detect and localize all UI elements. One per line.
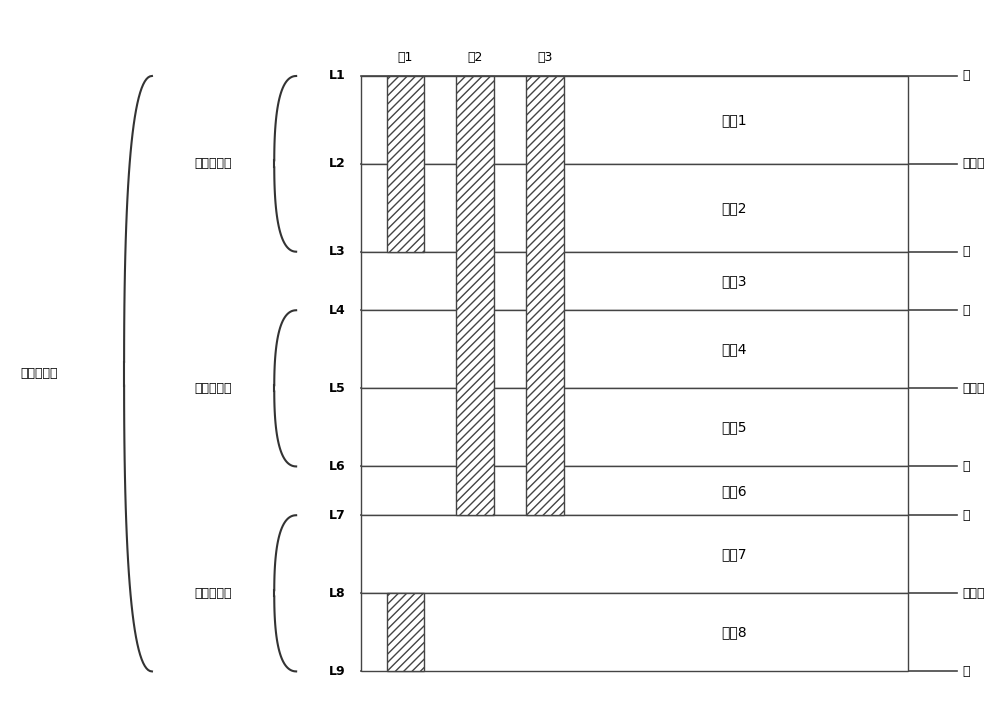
Bar	[387, 76, 424, 252]
Bar	[361, 466, 908, 515]
Text: 第一次压合: 第一次压合	[194, 587, 232, 600]
Bar	[361, 515, 908, 594]
Bar	[526, 76, 564, 515]
Bar	[361, 252, 908, 310]
Text: 儇2: 儇2	[467, 51, 483, 64]
Bar	[361, 164, 908, 252]
Text: 介质8: 介质8	[721, 625, 747, 639]
Text: L5: L5	[329, 382, 346, 395]
Bar	[361, 76, 908, 164]
Text: 射频层: 射频层	[962, 587, 985, 600]
Bar	[361, 388, 908, 466]
Text: L7: L7	[329, 509, 346, 522]
Text: 介质4: 介质4	[721, 342, 746, 356]
Text: 介质6: 介质6	[721, 484, 747, 498]
Text: 射频层: 射频层	[962, 382, 985, 395]
Text: L6: L6	[329, 460, 346, 473]
Bar	[361, 594, 908, 672]
Text: L2: L2	[329, 158, 346, 171]
Text: 地: 地	[962, 245, 970, 258]
Text: 介质5: 介质5	[721, 420, 746, 435]
Bar	[361, 310, 908, 388]
Text: 儇1: 儇1	[398, 51, 413, 64]
Text: 地: 地	[962, 509, 970, 522]
Text: 地: 地	[962, 665, 970, 678]
Bar	[387, 594, 424, 672]
Text: 第二次压合: 第二次压合	[20, 367, 57, 380]
Text: L3: L3	[329, 245, 346, 258]
Text: 介质1: 介质1	[721, 113, 747, 127]
Text: L4: L4	[329, 304, 346, 317]
Text: 第一次压合: 第一次压合	[194, 158, 232, 171]
Text: 介质7: 介质7	[721, 547, 746, 561]
Text: 儇3: 儇3	[537, 51, 552, 64]
Text: 第一次压合: 第一次压合	[194, 382, 232, 395]
Text: 射频层: 射频层	[962, 158, 985, 171]
Text: 介质3: 介质3	[721, 274, 746, 288]
Text: 地: 地	[962, 69, 970, 82]
Bar	[456, 76, 494, 515]
Text: 介质2: 介质2	[721, 201, 746, 215]
Text: L9: L9	[329, 665, 346, 678]
Text: 地: 地	[962, 304, 970, 317]
Text: L1: L1	[329, 69, 346, 82]
Text: L8: L8	[329, 587, 346, 600]
Text: 地: 地	[962, 460, 970, 473]
